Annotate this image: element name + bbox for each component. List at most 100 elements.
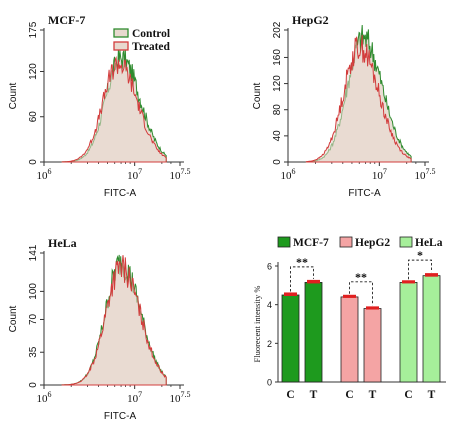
tick-exponent: 7.5 — [181, 167, 191, 176]
bar-hepg2-T — [363, 308, 382, 383]
series-treated-curve — [61, 55, 167, 163]
tick-exponent: 6 — [292, 167, 296, 176]
error-bar — [366, 306, 379, 310]
legend-swatch-treated — [113, 41, 129, 51]
y-axis-label: Count — [8, 305, 19, 332]
x-category-label: C — [286, 389, 294, 401]
tick-exponent: 7 — [138, 390, 142, 399]
y-tick-label: 0 — [28, 382, 39, 388]
x-tick-label: 106 — [37, 390, 52, 405]
legend-label: MCF-7 — [293, 237, 329, 249]
y-tick-label: 160 — [272, 49, 283, 66]
y-tick-label: 60 — [28, 111, 39, 123]
error-bar — [402, 280, 415, 284]
legend-swatch-mcf-7 — [277, 236, 291, 248]
x-category-label: T — [310, 389, 318, 401]
tick-exponent: 7 — [138, 167, 142, 176]
tick-base: 10 — [415, 170, 427, 182]
legend-swatch-hepg2 — [339, 236, 353, 248]
series-treated-curve — [61, 255, 167, 386]
tick-base: 10 — [37, 393, 49, 405]
x-tick-label: 107 — [127, 167, 142, 182]
bar-group-hela: C T * — [399, 248, 441, 401]
error-bar — [284, 292, 297, 296]
tick-exponent: 7.5 — [426, 167, 436, 176]
bar-mcf-7-C — [281, 294, 300, 383]
x-axis-label: FITC-A — [348, 188, 381, 199]
tick-base: 10 — [170, 170, 182, 182]
y-tick-label: 80 — [272, 104, 283, 116]
bar-group-hepg2: C T ** — [340, 270, 382, 401]
error-bar — [425, 273, 438, 277]
y-tick-label: 0 — [267, 378, 272, 388]
y-axis-label: Fluorecent intensity % — [252, 286, 262, 363]
y-tick-label: 120 — [272, 75, 283, 92]
significance-bracket — [290, 266, 314, 292]
y-tick-label: 0 — [28, 159, 39, 165]
x-category-label: C — [404, 389, 412, 401]
bar-hepg2-C — [340, 296, 359, 383]
x-axis-label: FITC-A — [104, 188, 137, 199]
panel-title: HeLa — [48, 236, 77, 250]
series-treated-curve — [305, 35, 412, 163]
y-tick-label: 141 — [28, 244, 39, 261]
bar-mcf-7-T — [304, 282, 323, 383]
y-tick-label: 70 — [28, 313, 39, 325]
bar-hela-T — [422, 275, 441, 383]
legend-label: Control — [132, 28, 170, 40]
x-category-label: T — [369, 389, 377, 401]
significance-bracket — [408, 259, 432, 280]
error-bar — [343, 294, 356, 298]
tick-exponent: 6 — [48, 167, 52, 176]
y-tick-label: 202 — [272, 21, 283, 38]
y-tick-label: 175 — [28, 21, 39, 38]
tick-base: 10 — [372, 170, 384, 182]
x-tick-label: 107 — [372, 167, 387, 182]
tick-base: 10 — [281, 170, 293, 182]
x-tick-label: 107 — [127, 390, 142, 405]
y-tick-label: 4 — [267, 300, 272, 310]
x-tick-label: 107.5 — [170, 390, 191, 405]
bar-chart-panel: MCF-7 HepG2 HeLa 0 2 4 6 Fluorecent intensity %… — [252, 236, 446, 401]
x-tick-label: 106 — [281, 167, 296, 182]
tick-base: 10 — [127, 170, 139, 182]
significance-label: * — [417, 248, 423, 262]
y-axis-label: Count — [252, 82, 263, 109]
panel-title: MCF-7 — [48, 13, 85, 27]
legend-swatch-hela — [399, 236, 413, 248]
y-tick-label: 120 — [28, 63, 39, 80]
y-tick-label: 40 — [272, 130, 283, 142]
y-tick-label: 2 — [267, 339, 272, 349]
x-tick-label: 107.5 — [170, 167, 191, 182]
tick-exponent: 7.5 — [181, 390, 191, 399]
legend-label: HeLa — [415, 237, 443, 249]
panel-title: HepG2 — [292, 13, 329, 27]
tick-base: 10 — [37, 170, 49, 182]
significance-label: ** — [355, 270, 367, 284]
tick-base: 10 — [127, 393, 139, 405]
significance-label: ** — [296, 255, 308, 269]
x-tick-label: 106 — [37, 167, 52, 182]
tick-exponent: 6 — [48, 390, 52, 399]
error-bar — [307, 279, 320, 284]
y-axis-label: Count — [8, 82, 19, 109]
legend-label: Treated — [132, 41, 171, 53]
tick-base: 10 — [170, 393, 182, 405]
y-tick-label: 35 — [28, 346, 39, 358]
tick-exponent: 7 — [383, 167, 387, 176]
x-tick-label: 107.5 — [415, 167, 436, 182]
y-tick-label: 6 — [267, 262, 272, 272]
x-category-label: C — [345, 389, 353, 401]
y-tick-label: 0 — [272, 159, 283, 165]
x-category-label: T — [428, 389, 436, 401]
legend-swatch-control — [113, 28, 129, 38]
bar-group-mcf-7: C T ** — [281, 255, 323, 401]
significance-bracket — [349, 281, 373, 306]
y-tick-label: 100 — [28, 283, 39, 300]
legend-label: HepG2 — [355, 237, 390, 249]
bar-hela-C — [399, 282, 418, 383]
